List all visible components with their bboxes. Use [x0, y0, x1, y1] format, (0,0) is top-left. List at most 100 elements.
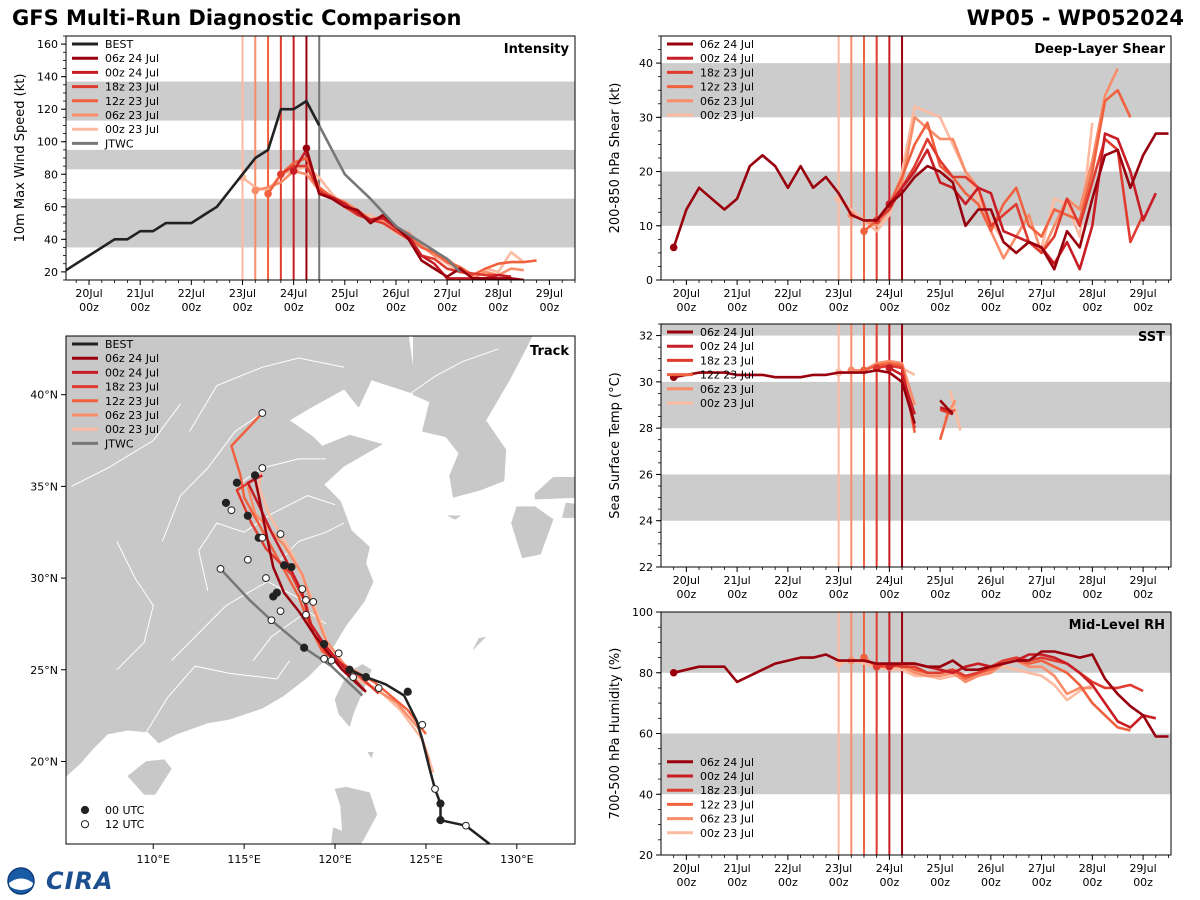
shear-xtick-hour-6: 00z — [981, 301, 1001, 314]
panel-track: 110°E 115°E 120°E 125°E 130°E 20°N 25°N 30°N 35°… — [30, 335, 576, 866]
intensity-series-start-06z-24-jul — [302, 144, 311, 153]
lat-tick-label-25: 25°N — [30, 664, 58, 677]
marker-12utc-7 — [298, 585, 307, 593]
legend-marker-00-utc — [80, 805, 90, 815]
sst-ytick-label-28: 28 — [639, 422, 653, 435]
sst-ytick-label-26: 26 — [639, 468, 653, 481]
panel-rh: 2040608010020Jul00z21Jul00z22Jul00z23Jul… — [608, 606, 1172, 889]
legend-label-00z-24-jul: 00z 24 Jul — [105, 366, 159, 379]
legend-label-00z-24-jul: 00z 24 Jul — [700, 52, 754, 65]
legend-label-00z-24-jul: 00z 24 Jul — [700, 340, 754, 353]
track-best — [349, 668, 491, 844]
rh-xtick-day-2: 22Jul — [774, 862, 801, 875]
intensity-series-jtwc — [318, 124, 461, 273]
legend-label-18z-23-jul: 18z 23 Jul — [105, 81, 159, 94]
rh-xtick-hour-1: 00z — [727, 876, 747, 889]
rh-xtick-hour-9: 00z — [1133, 876, 1153, 889]
marker-12utc-0 — [462, 821, 470, 830]
intensity-threshold-band-1 — [66, 149, 575, 170]
intensity-xtick-hour-5: 00z — [335, 301, 355, 314]
shear-series-12z-23-jul — [863, 88, 1132, 238]
rh-xtick-hour-5: 00z — [930, 876, 950, 889]
intensity-ytick-label-100: 100 — [37, 136, 58, 149]
marker-12utc-1 — [431, 785, 439, 793]
rh-series-00z-24-jul — [889, 653, 1157, 729]
marker-12utc-19 — [267, 616, 276, 625]
rh-xtick-hour-3: 00z — [829, 876, 849, 889]
shear-ytick-label-40: 40 — [639, 57, 653, 70]
sst-ytick-label-32: 32 — [639, 330, 653, 343]
track-frame — [65, 335, 576, 845]
intensity-xtick-hour-0: 00z — [79, 301, 99, 314]
marker-12utc-2 — [418, 720, 427, 729]
lon-tick-label-110: 110°E — [137, 853, 170, 866]
marker-00utc-14 — [272, 588, 281, 597]
shear-ytick-label-10: 10 — [639, 220, 653, 233]
intensity-ytick-label-20: 20 — [44, 266, 58, 279]
rh-panel-title: Mid-Level RH — [1069, 618, 1165, 633]
lat-tick-label-20: 20°N — [30, 755, 58, 768]
shear-xtick-day-9: 29Jul — [1129, 287, 1156, 300]
intensity-ytick-label-160: 160 — [37, 38, 58, 51]
shear-xtick-day-5: 25Jul — [926, 287, 953, 300]
rh-xtick-day-3: 23Jul — [825, 862, 852, 875]
sst-xtick-hour-3: 00z — [829, 588, 849, 601]
sst-xtick-hour-9: 00z — [1133, 588, 1153, 601]
sst-xtick-hour-7: 00z — [1032, 588, 1052, 601]
rh-xtick-day-7: 27Jul — [1028, 862, 1055, 875]
marker-12utc-11 — [258, 533, 267, 542]
legend-label-06z-23-jul: 06z 23 Jul — [700, 813, 754, 826]
legend-label-12z-23-jul: 12z 23 Jul — [105, 95, 159, 108]
marker-12utc-4 — [349, 673, 358, 682]
track-06z-23-jul — [246, 486, 431, 762]
province-border-6 — [116, 541, 154, 671]
marker-00utc-3 — [361, 673, 371, 682]
lat-tick-label-30: 30°N — [30, 572, 58, 585]
rh-series-18z-23-jul — [876, 656, 1144, 693]
intensity-xtick-day-8: 28Jul — [485, 287, 512, 300]
rh-ytick-label-100: 100 — [632, 606, 653, 619]
marker-12utc-17 — [309, 598, 318, 606]
lon-tick-label-125: 125°E — [409, 853, 442, 866]
track-00z-24-jul — [246, 474, 367, 693]
land-luzon — [331, 786, 378, 844]
intensity-series-06z-24-jul — [305, 147, 524, 280]
legend-label-18z-23-jul: 18z 23 Jul — [700, 354, 754, 367]
sst-xtick-day-4: 24Jul — [876, 574, 903, 587]
province-border-4 — [161, 412, 263, 542]
marker-12utc-21 — [334, 649, 343, 658]
marker-12utc-9 — [262, 574, 270, 582]
marker-12utc-14 — [258, 409, 267, 417]
legend-label-00z-24-jul: 00z 24 Jul — [700, 770, 754, 783]
rh-xtick-hour-2: 00z — [778, 876, 798, 889]
intensity-ytick-label-140: 140 — [37, 71, 58, 84]
legend-marker-12-utc — [80, 820, 90, 829]
marker-00utc-10 — [221, 498, 231, 507]
intensity-xtick-day-2: 22Jul — [178, 287, 205, 300]
intensity-xtick-hour-6: 00z — [386, 301, 406, 314]
intensity-xtick-hour-9: 00z — [540, 301, 560, 314]
rh-xtick-hour-8: 00z — [1082, 876, 1102, 889]
intensity-xtick-day-6: 26Jul — [382, 287, 409, 300]
rh-ytick-label-40: 40 — [639, 788, 653, 801]
land-japan-shikoku — [561, 502, 575, 518]
rh-xtick-day-5: 25Jul — [926, 862, 953, 875]
legend-label-00z-23-jul: 00z 23 Jul — [700, 397, 754, 410]
intensity-xtick-day-5: 25Jul — [331, 287, 358, 300]
panel-intensity: 2040608010012014016020Jul00z21Jul00z22Ju… — [13, 35, 576, 314]
marker-00utc-11 — [250, 471, 260, 480]
lon-tick-label-115: 115°E — [227, 853, 260, 866]
legend-label-06z-23-jul: 06z 23 Jul — [700, 383, 754, 396]
rh-threshold-band-0 — [661, 733, 1171, 795]
shear-xtick-hour-5: 00z — [930, 301, 950, 314]
sst-xtick-hour-6: 00z — [981, 588, 1001, 601]
shear-xtick-hour-2: 00z — [778, 301, 798, 314]
legend-label-00z-23-jul: 00z 23 Jul — [105, 123, 159, 136]
sst-xtick-day-7: 27Jul — [1028, 574, 1055, 587]
rh-xtick-day-8: 28Jul — [1079, 862, 1106, 875]
track-jtwc — [219, 568, 364, 697]
legend-label-jtwc: JTWC — [104, 437, 134, 450]
intensity-xtick-hour-8: 00z — [488, 301, 508, 314]
intensity-xtick-day-4: 24Jul — [280, 287, 307, 300]
shear-panel-title: Deep-Layer Shear — [1034, 42, 1165, 57]
